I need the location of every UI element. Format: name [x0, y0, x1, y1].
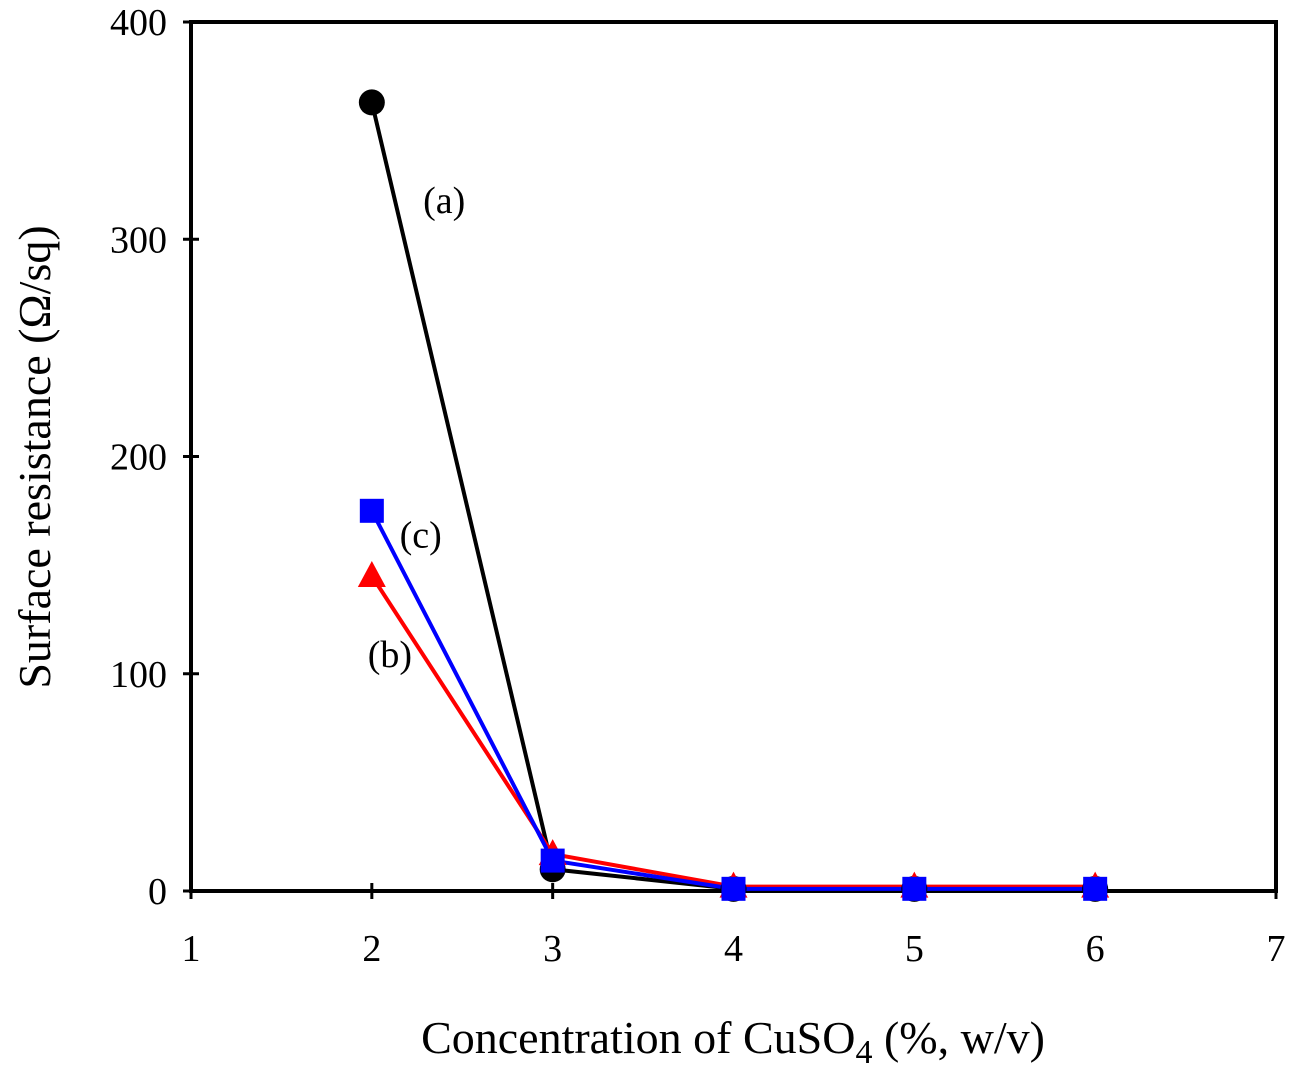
y-axis-title: Surface resistance (Ω/sq)	[9, 225, 60, 688]
x-tick-label: 6	[1086, 928, 1105, 970]
data-point-c	[359, 498, 384, 523]
plot-frame	[189, 20, 1278, 893]
x-tick-label: 5	[905, 928, 924, 970]
series-label-a: (a)	[423, 180, 465, 222]
y-tick-label: 0	[148, 871, 167, 913]
x-tick-label: 1	[182, 928, 201, 970]
x-tick-label: 7	[1267, 928, 1286, 970]
x-axis-title-subscript: 4	[855, 1034, 872, 1070]
data-point-c	[1083, 876, 1108, 901]
series-line-a	[369, 101, 1096, 891]
x-tick-label: 4	[724, 928, 743, 970]
plot-border	[189, 20, 1278, 893]
x-axis-title: Concentration of CuSO4 (%, w/v)	[421, 1012, 1045, 1070]
x-tick-label: 2	[362, 928, 381, 970]
x-axis-title-main: Concentration of CuSO	[421, 1012, 855, 1063]
series-layer	[357, 89, 1110, 902]
x-tick-label: 3	[543, 928, 562, 970]
y-tick-label: 100	[110, 654, 167, 696]
series-label-c: (c)	[400, 515, 442, 557]
series-label-b: (b)	[368, 634, 412, 676]
y-tick-label: 300	[110, 219, 167, 261]
annotations: (a) (c) (b)	[368, 180, 466, 676]
y-axis-ticks: 0 100 200 300 400	[110, 2, 199, 913]
data-point-c	[540, 848, 565, 873]
x-axis-ticks: 1 2 3 4 5 6 7	[182, 883, 1286, 970]
data-point-c	[902, 876, 927, 901]
series-line-b	[370, 574, 1096, 889]
data-point-c	[721, 876, 746, 901]
y-tick-label: 400	[110, 2, 167, 44]
data-point-b	[357, 560, 386, 587]
y-tick-label: 200	[110, 437, 167, 479]
x-axis-title-suffix: (%, w/v)	[872, 1012, 1044, 1063]
data-point-a	[358, 89, 385, 116]
